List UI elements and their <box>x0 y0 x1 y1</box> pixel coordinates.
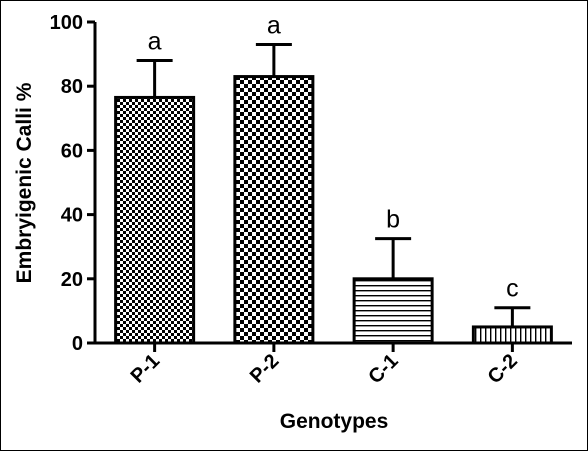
bar-c-1 <box>352 277 434 345</box>
y-tick-label: 80 <box>61 76 83 98</box>
x-axis-title: Genotypes <box>280 410 389 433</box>
bar-p-1 <box>114 95 196 345</box>
significance-letter: b <box>386 206 400 234</box>
x-tick-label: C-1 <box>364 350 402 388</box>
y-ticks: 0 20 40 60 80 100 <box>50 12 95 355</box>
bar-c-2 <box>471 325 553 345</box>
significance-letter: a <box>267 11 281 39</box>
y-tick-label: 20 <box>61 269 83 291</box>
y-tick-label: 0 <box>72 333 83 355</box>
x-tick-label: P-1 <box>127 350 165 388</box>
significance-letter: a <box>148 28 162 56</box>
y-axis-title: Embryigenic Calli % <box>13 82 36 283</box>
significance-letter: c <box>506 275 519 303</box>
y-tick-label: 100 <box>50 12 83 34</box>
y-tick-label: 60 <box>61 140 83 162</box>
x-tick-label: P-2 <box>246 350 284 388</box>
bars: a a b c <box>114 11 553 345</box>
bar-p-2 <box>233 75 315 345</box>
x-ticks: P-1 P-2 C-1 C-2 <box>127 343 522 388</box>
y-tick-label: 40 <box>61 205 83 227</box>
x-tick-label: C-2 <box>484 350 522 388</box>
